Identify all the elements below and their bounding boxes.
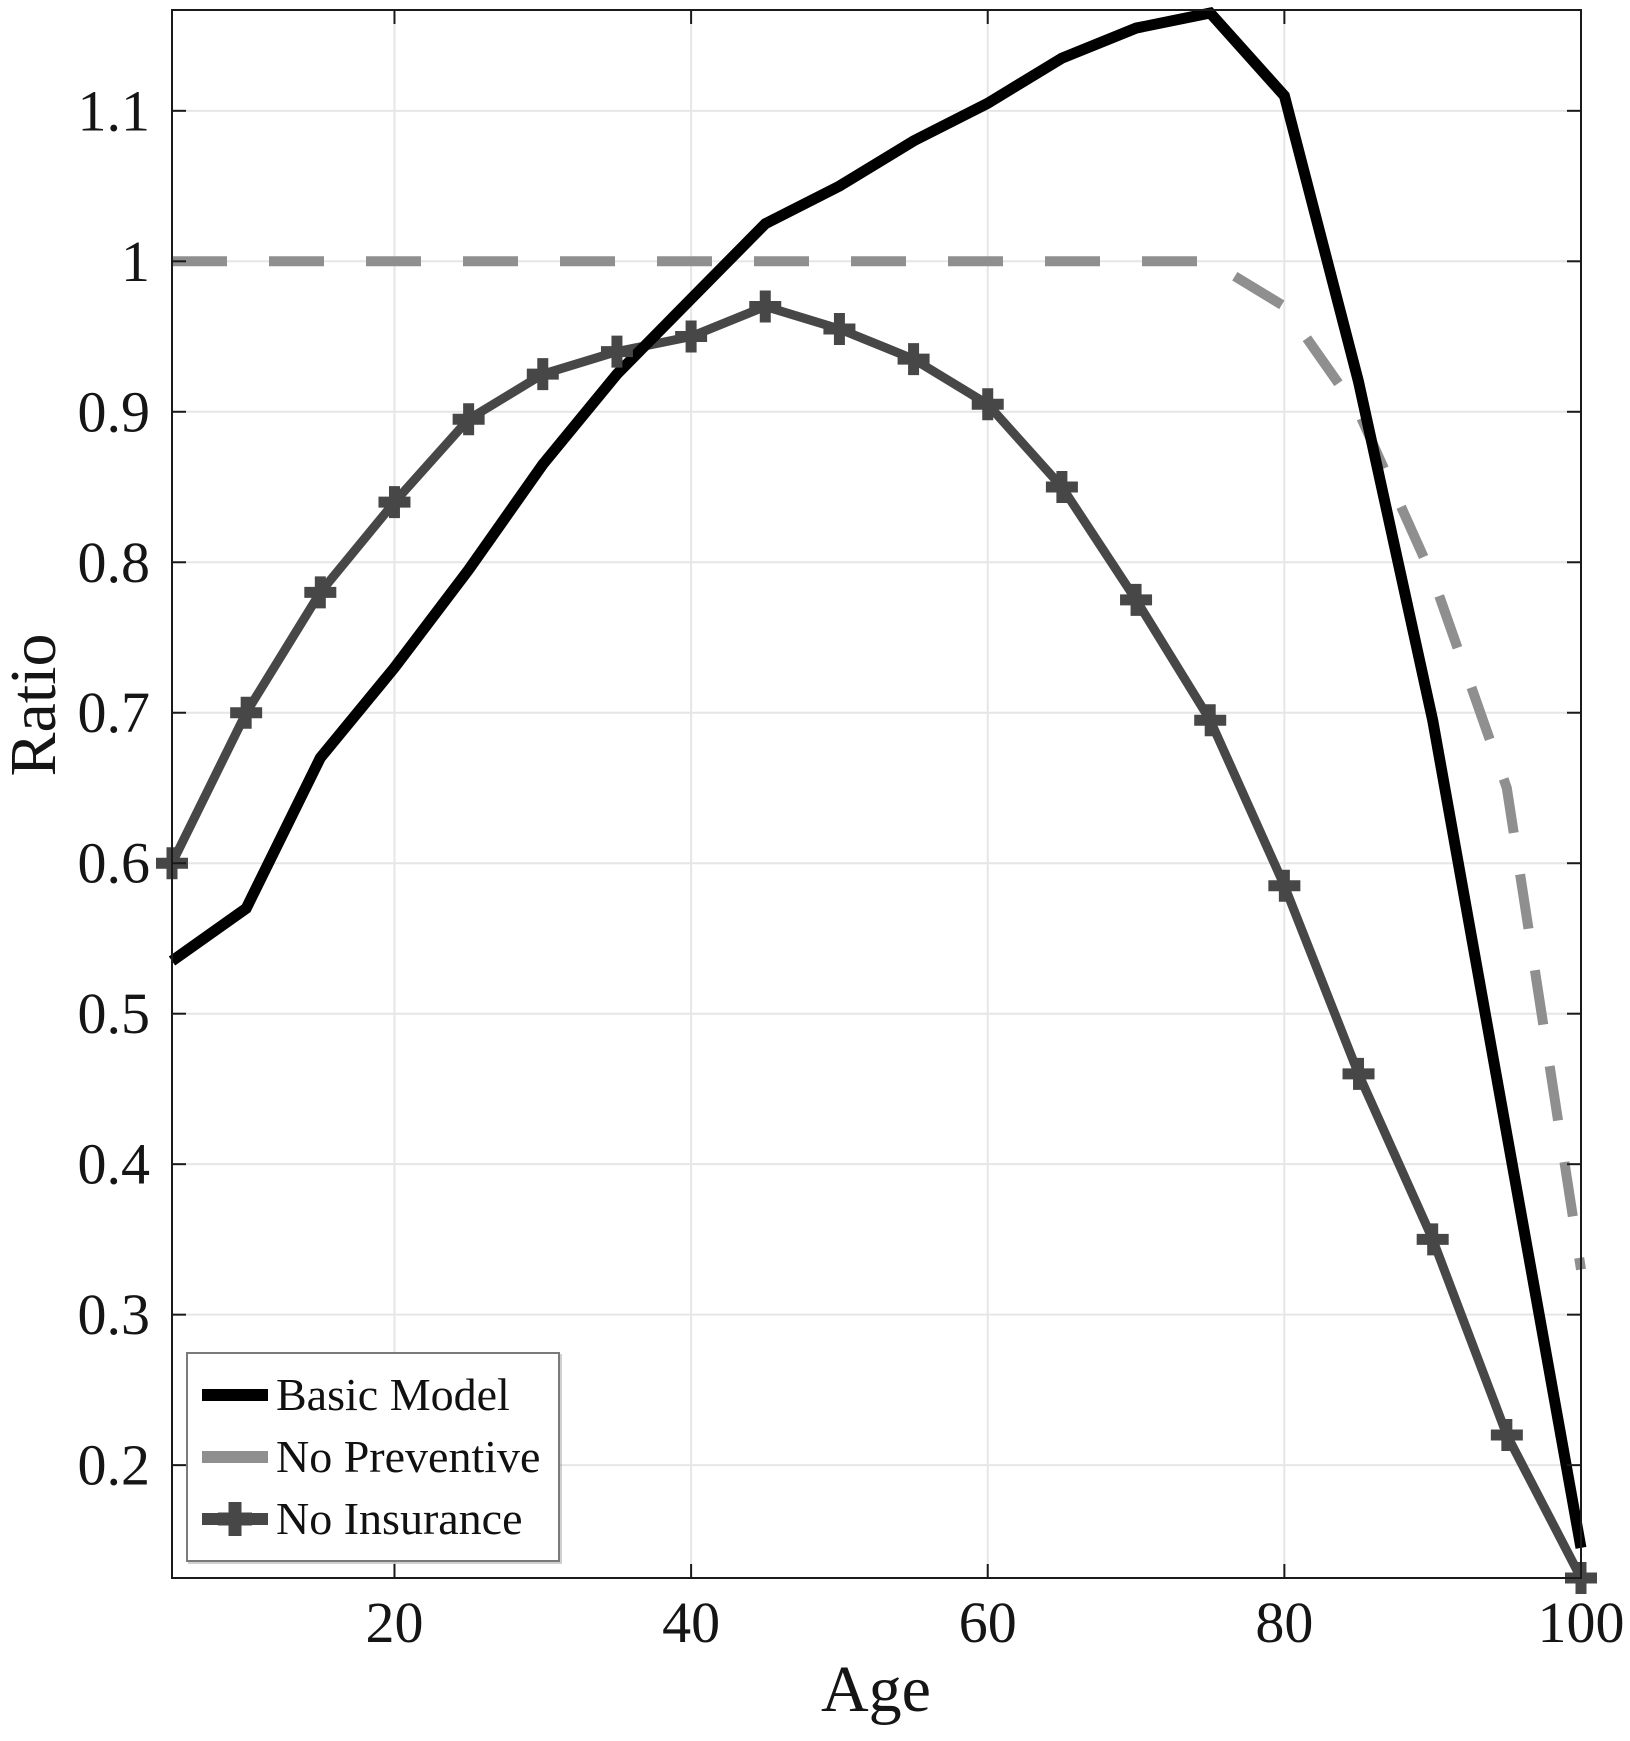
x-tick-label: 20 <box>365 1590 423 1655</box>
y-tick-label: 0.3 <box>78 1282 151 1347</box>
x-tick-label: 60 <box>959 1590 1017 1655</box>
plus-marker <box>1416 1223 1449 1256</box>
x-tick-label: 80 <box>1255 1590 1313 1655</box>
x-tick-label: 100 <box>1538 1590 1625 1655</box>
plus-marker <box>1120 583 1153 616</box>
plus-marker <box>378 486 411 519</box>
plus-marker <box>1342 1057 1375 1090</box>
y-tick-label: 0.7 <box>78 680 151 745</box>
plus-marker <box>1194 704 1227 737</box>
plus-marker <box>823 313 856 346</box>
y-tick-label: 1 <box>121 229 150 294</box>
y-tick-label: 1.1 <box>78 78 151 143</box>
legend-swatch-plus-line <box>202 1502 268 1536</box>
legend-item: No Insurance <box>200 1488 540 1550</box>
plus-marker <box>749 290 782 323</box>
legend: Basic Model No Preventive No Insurance <box>186 1352 561 1562</box>
plot-border <box>171 9 1582 1579</box>
plus-marker <box>971 388 1004 421</box>
y-tick-label: 0.9 <box>78 379 151 444</box>
x-tick-label: 40 <box>662 1590 720 1655</box>
plus-marker-icon <box>218 1502 252 1536</box>
plus-marker <box>600 335 633 368</box>
gridlines <box>172 10 1582 1578</box>
plus-marker <box>304 576 337 609</box>
y-axis-title: Ratio <box>0 633 70 777</box>
plus-marker <box>526 358 559 391</box>
y-tick-label: 0.4 <box>78 1132 151 1197</box>
legend-swatch-dashed-line <box>202 1451 268 1463</box>
series-line-no-preventive <box>172 256 1586 1271</box>
legend-item-label: No Preventive <box>276 1431 541 1482</box>
axis-ticks <box>172 10 1582 1578</box>
y-tick-label: 0.8 <box>78 530 151 595</box>
legend-item-label: No Insurance <box>276 1493 523 1544</box>
plus-marker <box>1490 1419 1523 1452</box>
y-tick-label: 0.5 <box>78 981 151 1046</box>
x-axis-title: Age <box>821 1653 931 1726</box>
plus-marker <box>897 343 930 376</box>
legend-item: No Preventive <box>200 1426 540 1488</box>
plus-marker <box>230 696 263 729</box>
plus-marker <box>1268 869 1301 902</box>
series-line-no-insurance <box>167 301 1585 1581</box>
legend-swatch-solid-line <box>202 1389 268 1401</box>
legend-item: Basic Model <box>200 1364 540 1426</box>
legend-item-label: Basic Model <box>276 1369 510 1420</box>
y-tick-label: 0.2 <box>78 1433 151 1498</box>
series-markers-no-insurance <box>156 290 1597 1594</box>
y-tick-label: 0.6 <box>78 831 151 896</box>
series-line-basic-model <box>168 6 1587 1549</box>
plus-marker <box>675 320 708 353</box>
plus-marker <box>452 403 485 436</box>
plus-marker <box>1045 471 1078 504</box>
